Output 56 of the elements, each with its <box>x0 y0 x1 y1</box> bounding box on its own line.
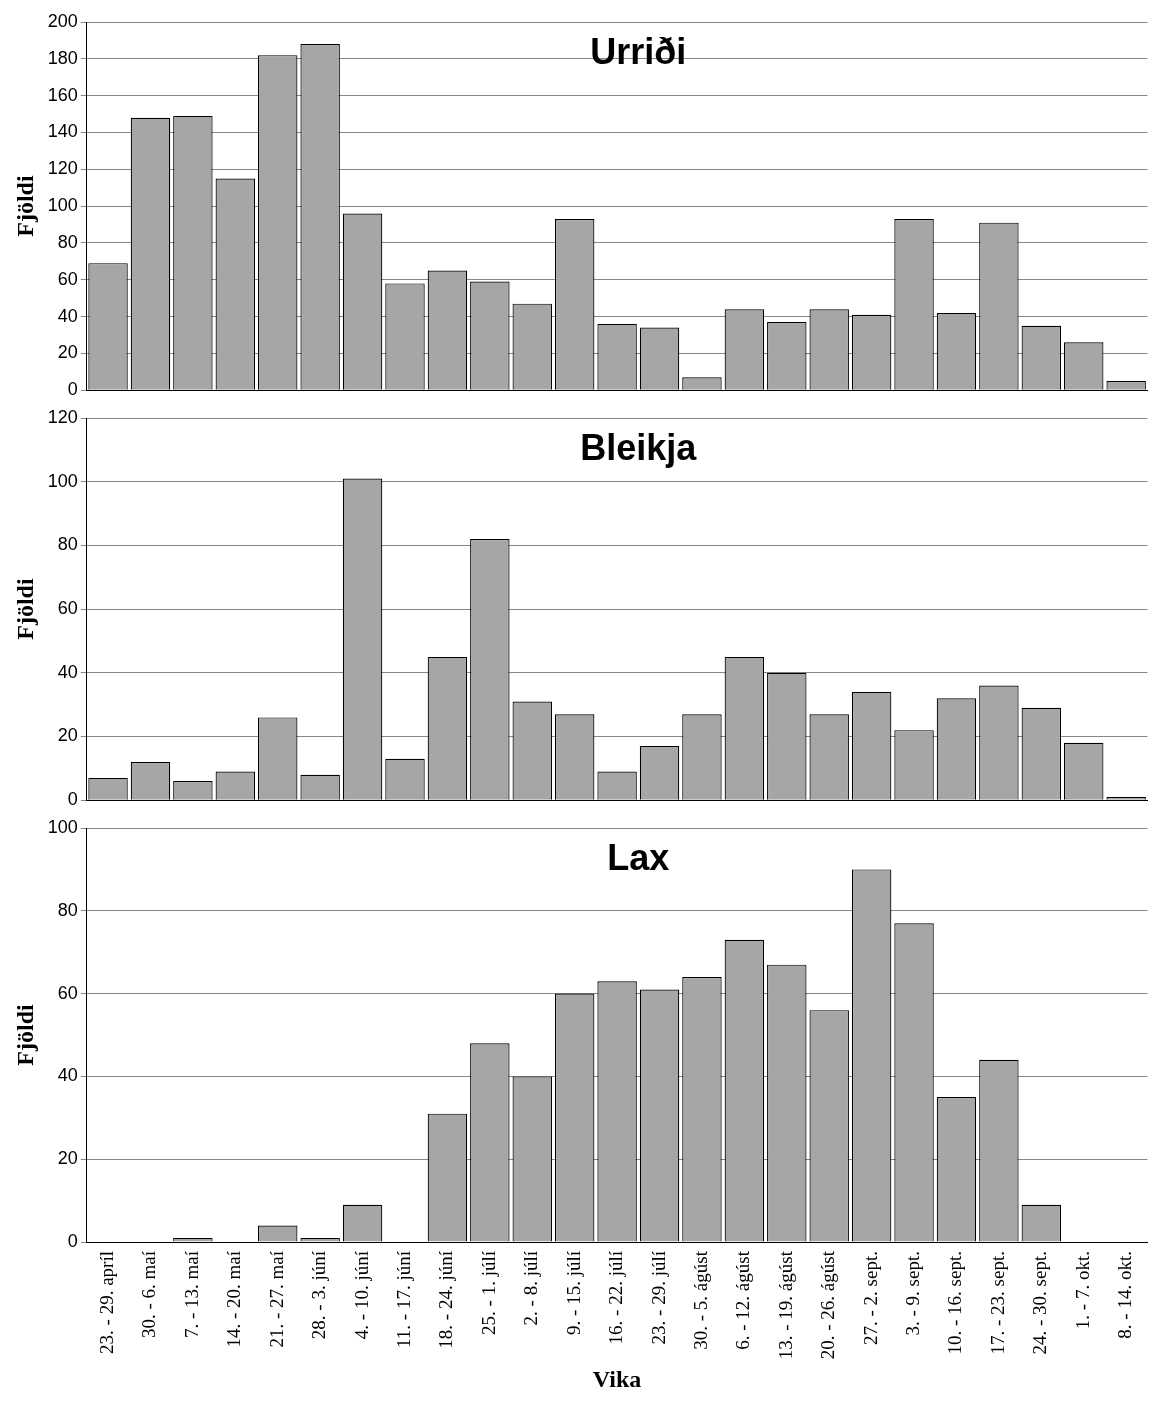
x-tick-label: 11. - 17. júní <box>392 1250 414 1348</box>
y-tick-label: 120 <box>47 406 78 427</box>
x-tick-label: 7. - 13. maí <box>180 1250 202 1339</box>
y-tick-label: 60 <box>57 268 78 289</box>
chart-title: Lax <box>607 836 670 878</box>
x-tick-label: 23. - 29. júlí <box>647 1250 669 1345</box>
x-tick-label: 6. - 12. ágúst <box>732 1250 754 1350</box>
y-tick-label: 80 <box>57 534 78 555</box>
y-tick-label: 0 <box>67 379 78 400</box>
x-tick-label: 27. - 2. sept. <box>859 1251 881 1345</box>
x-tick-label: 2. - 8. júlí <box>520 1250 542 1326</box>
y-tick-label: 180 <box>47 47 78 68</box>
y-tick-label: 100 <box>47 470 78 491</box>
y-tick-label: 40 <box>57 305 78 326</box>
y-tick-label: 80 <box>57 231 78 252</box>
x-tick-label: 30. - 6. maí <box>138 1250 160 1339</box>
y-tick-label: 100 <box>47 195 78 216</box>
x-tick-label: 20. - 26. ágúst <box>817 1250 839 1360</box>
y-tick-label: 0 <box>67 1230 78 1251</box>
y-tick-label: 0 <box>67 789 78 810</box>
y-axis-title: Fjöldi <box>11 175 38 237</box>
chart-title: Bleikja <box>580 426 698 468</box>
y-tick-label: 80 <box>57 899 78 920</box>
x-tick-label: 1. - 7. okt. <box>1071 1251 1093 1330</box>
x-tick-label: 21. - 27. maí <box>265 1250 287 1348</box>
x-tick-label: 18. - 24. júní <box>435 1250 457 1349</box>
x-tick-label: 4. - 10. júní <box>350 1250 372 1340</box>
x-tick-label: 17. - 23. sept. <box>986 1251 1008 1355</box>
y-tick-label: 40 <box>57 661 78 682</box>
y-tick-label: 20 <box>57 725 78 746</box>
x-tick-label: 14. - 20. maí <box>223 1250 245 1348</box>
x-tick-label: 10. - 16. sept. <box>944 1251 966 1355</box>
y-axis-title: Fjöldi <box>11 1004 38 1066</box>
y-tick-label: 40 <box>57 1065 78 1086</box>
y-tick-label: 100 <box>47 816 78 837</box>
y-tick-label: 20 <box>57 342 78 363</box>
x-tick-label: 9. - 15. júlí <box>562 1250 584 1335</box>
x-tick-label: 25. - 1. júlí <box>477 1250 499 1335</box>
y-tick-label: 20 <box>57 1148 78 1169</box>
x-axis-title: Vika <box>592 1365 642 1392</box>
x-tick-label: 8. - 14. okt. <box>1114 1251 1136 1339</box>
x-tick-label: 24. - 30. sept. <box>1029 1251 1051 1355</box>
x-tick-label: 13. - 19. ágúst <box>774 1250 796 1360</box>
x-tick-label: 16. - 22. júlí <box>605 1250 627 1345</box>
y-tick-label: 200 <box>47 10 78 31</box>
x-tick-label: 23. - 29. apríl <box>96 1251 118 1354</box>
x-tick-label: 30. - 5. ágúst <box>689 1250 711 1350</box>
y-tick-label: 160 <box>47 84 78 105</box>
x-tick-label: 28. - 3. júní <box>308 1250 330 1340</box>
y-tick-label: 140 <box>47 121 78 142</box>
y-tick-label: 60 <box>57 982 78 1003</box>
y-tick-label: 120 <box>47 158 78 179</box>
y-axis-title: Fjöldi <box>11 578 38 640</box>
y-tick-label: 60 <box>57 598 78 619</box>
chart-title: Urriði <box>590 30 687 72</box>
x-tick-label: 3. - 9. sept. <box>902 1251 924 1336</box>
